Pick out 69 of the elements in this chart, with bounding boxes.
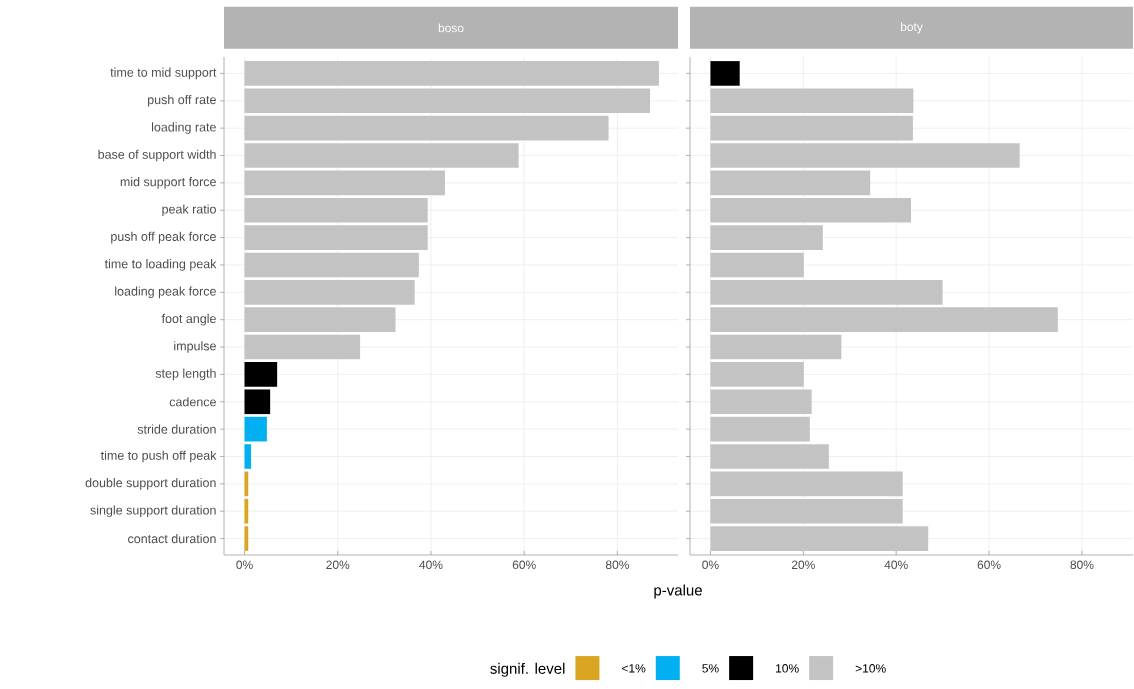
bar <box>244 143 519 168</box>
y-tick-label: time to push off peak <box>100 450 217 463</box>
bar <box>244 362 278 387</box>
legend-label: <1% <box>622 664 646 673</box>
bar <box>244 225 428 250</box>
x-tick-label: 60% <box>512 560 536 570</box>
bar <box>244 252 419 278</box>
bar <box>244 280 415 305</box>
bar <box>710 197 912 223</box>
chart-title: boso <box>438 23 464 33</box>
bar <box>710 389 812 415</box>
bar <box>244 170 445 196</box>
legend-label: 10% <box>776 664 799 673</box>
legend-label: 5% <box>702 664 719 673</box>
bar <box>244 334 361 360</box>
x-tick-label: 60% <box>977 560 1001 570</box>
bar <box>244 197 428 223</box>
bar <box>710 170 871 196</box>
bar <box>710 307 1058 332</box>
y-tick-label: time to loading peak <box>104 259 217 271</box>
y-tick-label: loading peak force <box>115 286 216 299</box>
x-tick-label: 40% <box>419 560 443 570</box>
y-tick-label: loading rate <box>151 122 216 134</box>
bar <box>244 88 651 114</box>
bar <box>244 115 609 141</box>
bar <box>244 61 659 86</box>
legend-title: signif. level <box>490 662 565 677</box>
y-tick-label: push off peak force <box>111 231 216 244</box>
bar <box>244 389 271 415</box>
bar <box>244 416 267 442</box>
y-tick-label: impulse <box>174 341 216 353</box>
bar <box>710 444 829 469</box>
y-tick-label: double support duration <box>85 478 216 490</box>
y-tick-label: peak ratio <box>162 204 216 217</box>
bar <box>710 471 903 497</box>
bar <box>710 225 823 250</box>
bar <box>710 88 914 114</box>
bar <box>710 526 929 551</box>
y-tick-label: step length <box>155 368 216 381</box>
bar <box>710 362 804 387</box>
bar <box>710 143 1020 168</box>
y-tick-label: time to mid support <box>110 67 217 80</box>
x-tick-label: 20% <box>791 560 815 570</box>
bar <box>710 252 804 278</box>
bar <box>710 280 943 305</box>
y-tick-label: push off rate <box>148 94 216 107</box>
y-tick-label: stride duration <box>137 424 216 434</box>
bar <box>710 115 913 141</box>
y-tick-label: contact duration <box>128 533 216 544</box>
y-tick-label: cadence <box>169 397 216 407</box>
y-tick-label: base of support width <box>98 149 216 162</box>
x-tick-label: 80% <box>1070 560 1094 570</box>
y-tick-label: single support duration <box>90 505 216 518</box>
bar <box>710 416 810 442</box>
bar <box>244 444 252 469</box>
legend-label: >10% <box>855 664 886 673</box>
bar <box>710 334 842 360</box>
x-tick-label: 0% <box>236 560 253 570</box>
chart-title: boty <box>900 22 923 34</box>
y-tick-label: mid support force <box>120 177 216 189</box>
bar <box>710 498 903 524</box>
y-tick-label: foot angle <box>161 313 216 326</box>
bar <box>710 61 740 86</box>
x-tick-label: 20% <box>326 560 350 570</box>
x-tick-label: 80% <box>605 560 629 570</box>
x-tick-label: 0% <box>702 560 719 570</box>
bar <box>244 307 396 332</box>
x-axis-title: p-value <box>654 584 702 599</box>
x-tick-label: 40% <box>884 560 908 570</box>
